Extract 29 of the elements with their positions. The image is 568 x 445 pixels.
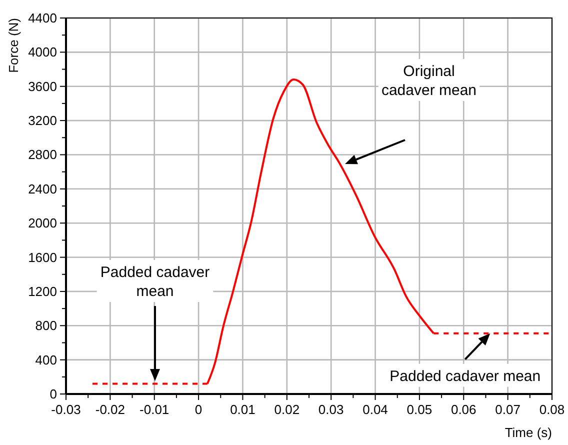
y-tick-label: 3600 <box>28 78 57 94</box>
x-tick-label: 0.07 <box>495 402 520 417</box>
x-tick-label: -0.02 <box>95 402 125 417</box>
y-tick-label: 1600 <box>28 250 57 265</box>
annotation: Padded cadaver mean <box>100 264 210 300</box>
y-tick-label: 4000 <box>28 44 57 60</box>
x-axis-title: Time (s) <box>504 425 552 440</box>
y-tick-label: 2800 <box>28 147 57 162</box>
y-tick-label: 400 <box>35 352 57 368</box>
y-axis-title: Force (N) <box>6 18 21 73</box>
y-tick-label: 4400 <box>28 10 57 26</box>
x-tick-label: 0.03 <box>318 402 344 417</box>
y-tick-label: 2400 <box>28 181 57 196</box>
x-tick-label: 0.01 <box>230 402 256 417</box>
y-tick-label: 2000 <box>28 216 57 231</box>
x-tick-label: 0 <box>194 402 202 417</box>
y-tick-label: 3200 <box>28 113 57 128</box>
x-tick-label: -0.03 <box>51 402 81 417</box>
x-tick-label: 0.08 <box>539 402 565 417</box>
annotation: Padded cadaver mean <box>390 368 541 385</box>
y-tick-label: 0 <box>50 386 57 402</box>
y-tick-label: 800 <box>35 318 57 334</box>
y-tick-label: 1200 <box>28 284 57 299</box>
x-tick-label: 0.04 <box>362 402 388 417</box>
x-tick-label: 0.06 <box>450 402 476 417</box>
x-tick-label: 0.02 <box>274 402 300 417</box>
annotation: Original cadaver mean <box>381 63 477 99</box>
x-tick-label: 0.05 <box>406 402 432 417</box>
x-tick-label: -0.01 <box>140 402 170 417</box>
